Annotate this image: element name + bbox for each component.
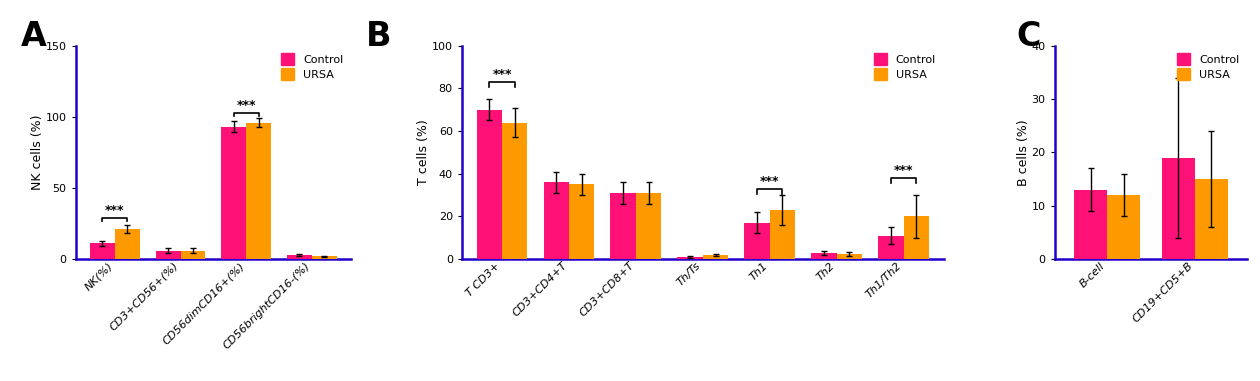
- Y-axis label: NK cells (%): NK cells (%): [32, 115, 44, 190]
- Bar: [1074, 190, 1108, 259]
- Bar: [311, 256, 336, 259]
- Bar: [1194, 179, 1228, 259]
- Bar: [811, 253, 837, 259]
- Bar: [543, 182, 570, 259]
- Text: ***: ***: [493, 68, 512, 82]
- Bar: [476, 110, 501, 259]
- Bar: [903, 216, 929, 259]
- Bar: [287, 255, 311, 259]
- Text: ***: ***: [105, 204, 125, 218]
- Text: ***: ***: [237, 99, 256, 112]
- Bar: [89, 243, 115, 259]
- Text: ***: ***: [760, 175, 780, 188]
- Bar: [678, 257, 703, 259]
- Bar: [745, 223, 770, 259]
- Bar: [703, 255, 728, 259]
- Bar: [501, 123, 528, 259]
- Bar: [878, 235, 903, 259]
- Bar: [180, 251, 205, 259]
- Y-axis label: B cells (%): B cells (%): [1017, 119, 1031, 186]
- Bar: [155, 251, 180, 259]
- Legend: Control, URSA: Control, URSA: [872, 51, 939, 82]
- Bar: [610, 193, 636, 259]
- Bar: [222, 127, 246, 259]
- Legend: Control, URSA: Control, URSA: [1174, 51, 1242, 82]
- Legend: Control, URSA: Control, URSA: [278, 51, 345, 82]
- Bar: [1108, 195, 1140, 259]
- Bar: [837, 254, 862, 259]
- Bar: [570, 184, 595, 259]
- Text: ***: ***: [893, 164, 913, 178]
- Text: B: B: [365, 20, 391, 53]
- Bar: [636, 193, 662, 259]
- Text: A: A: [20, 20, 47, 53]
- Bar: [1162, 158, 1194, 259]
- Bar: [115, 229, 140, 259]
- Bar: [246, 123, 271, 259]
- Text: C: C: [1016, 20, 1041, 53]
- Y-axis label: T cells (%): T cells (%): [417, 120, 431, 185]
- Bar: [770, 210, 795, 259]
